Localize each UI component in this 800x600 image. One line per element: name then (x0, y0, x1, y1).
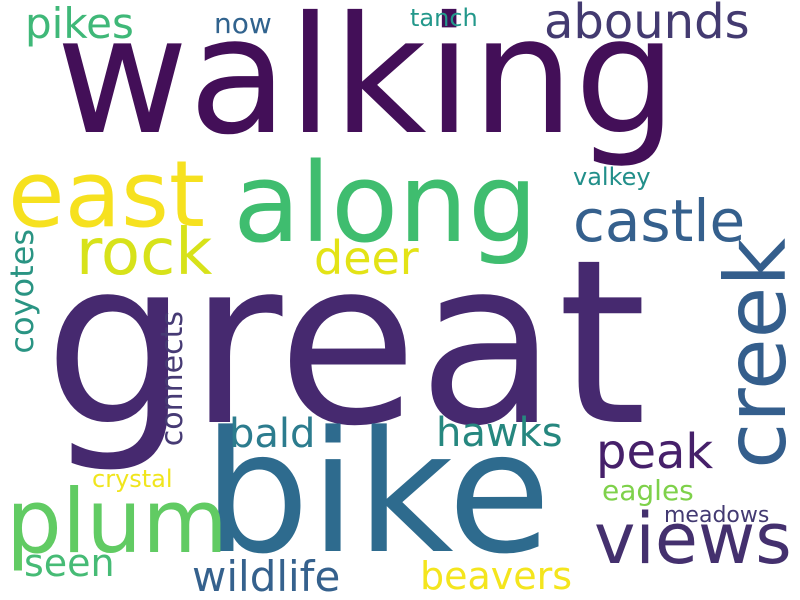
word-bike: bike (203, 395, 551, 591)
word-wildlife: wildlife (192, 552, 341, 600)
word-pikes: pikes (25, 0, 134, 48)
word-coyotes: coyotes (3, 229, 41, 354)
word-crystal: crystal (92, 465, 173, 493)
word-beavers: beavers (420, 554, 573, 598)
word-meadows: meadows (664, 503, 770, 528)
word-connects: connects (155, 311, 190, 447)
word-seen: seen (24, 541, 115, 585)
word-peak: peak (596, 424, 714, 480)
word-tanch: tanch (410, 4, 478, 32)
word-views: views (594, 498, 792, 580)
word-great: great (44, 210, 647, 476)
word-valkey: valkey (573, 163, 651, 191)
word-now: now (214, 7, 272, 40)
word-abounds: abounds (544, 0, 750, 50)
word-plum: plum (6, 470, 228, 573)
word-creek: creek (707, 238, 800, 469)
word-east: east (8, 141, 205, 248)
word-along: along (233, 139, 538, 267)
word-hawks: hawks (436, 410, 563, 456)
word-rock: rock (76, 216, 213, 290)
word-bald: bald (229, 411, 316, 457)
word-castle: castle (573, 187, 746, 255)
word-walking: walking (56, 0, 678, 171)
word-deer: deer (314, 231, 419, 285)
word-eagles: eagles (602, 474, 694, 507)
